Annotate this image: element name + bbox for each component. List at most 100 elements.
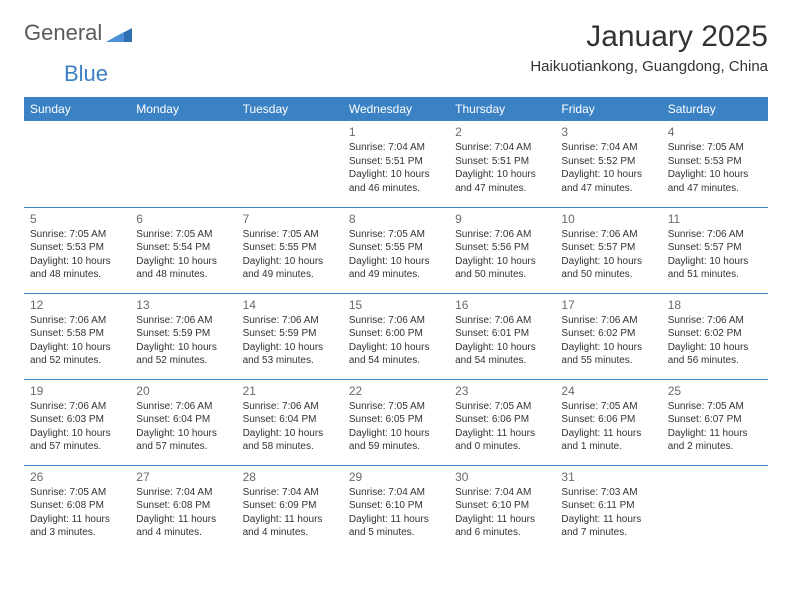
calendar-day-cell: 24Sunrise: 7:05 AMSunset: 6:06 PMDayligh… — [555, 379, 661, 465]
day-detail-text: Sunrise: 7:04 AMSunset: 6:09 PMDaylight:… — [243, 486, 337, 540]
calendar-day-cell: 29 Sunrise: 7:04 AMSunset: 6:10 PMDayligh… — [343, 465, 449, 551]
calendar-day-cell: 10Sunrise: 7:06 AMSunset: 5:57 PMDayligh… — [555, 207, 661, 293]
day-number: 18 — [668, 298, 762, 312]
day-detail-text: Sunrise: 7:06 AMSunset: 5:59 PMDaylight:… — [136, 314, 230, 368]
day-number: 11 — [668, 212, 762, 226]
calendar-day-cell: 31Sunrise: 7:03 AMSunset: 6:11 PMDayligh… — [555, 465, 661, 551]
day-detail-text: Sunrise: 7:04 AMSunset: 6:10 PMDaylight:… — [349, 486, 443, 540]
calendar-day-cell: 18 Sunrise: 7:06 AMSunset: 6:02 PMDayligh… — [662, 293, 768, 379]
calendar-day-cell: 27 Sunrise: 7:04 AMSunset: 6:08 PMDayligh… — [130, 465, 236, 551]
calendar-day-cell: 26Sunrise: 7:05 AMSunset: 6:08 PMDayligh… — [24, 465, 130, 551]
calendar-day-cell: 12Sunrise: 7:06 AMSunset: 5:58 PMDayligh… — [24, 293, 130, 379]
calendar-day-cell — [237, 121, 343, 207]
day-detail-text: Sunrise: 7:06 AMSunset: 6:02 PMDaylight:… — [668, 314, 762, 368]
day-number: 3 — [561, 125, 655, 139]
calendar-week-row: 26Sunrise: 7:05 AMSunset: 6:08 PMDayligh… — [24, 465, 768, 551]
day-number: 23 — [455, 384, 549, 398]
day-number: 14 — [243, 298, 337, 312]
day-detail-text: Sunrise: 7:04 AMSunset: 5:51 PMDaylight:… — [455, 141, 549, 195]
calendar-day-cell: 6 Sunrise: 7:05 AMSunset: 5:54 PMDaylight… — [130, 207, 236, 293]
day-number: 19 — [30, 384, 124, 398]
month-title: January 2025 — [530, 20, 768, 54]
day-detail-text: Sunrise: 7:04 AMSunset: 5:51 PMDaylight:… — [349, 141, 443, 195]
day-number: 6 — [136, 212, 230, 226]
calendar-week-row: 19 Sunrise: 7:06 AMSunset: 6:03 PMDayligh… — [24, 379, 768, 465]
day-header: Wednesday — [343, 97, 449, 121]
day-detail-text: Sunrise: 7:06 AMSunset: 6:04 PMDaylight:… — [136, 400, 230, 454]
day-detail-text: Sunrise: 7:04 AMSunset: 5:52 PMDaylight:… — [561, 141, 655, 195]
calendar-day-cell — [662, 465, 768, 551]
day-number: 20 — [136, 384, 230, 398]
day-number: 5 — [30, 212, 124, 226]
calendar-day-cell: 13Sunrise: 7:06 AMSunset: 5:59 PMDayligh… — [130, 293, 236, 379]
title-block: January 2025 Haikuotiankong, Guangdong, … — [530, 20, 768, 75]
day-number: 1 — [349, 125, 443, 139]
day-detail-text: Sunrise: 7:05 AMSunset: 6:06 PMDaylight:… — [455, 400, 549, 454]
calendar-day-cell: 19 Sunrise: 7:06 AMSunset: 6:03 PMDayligh… — [24, 379, 130, 465]
day-number: 15 — [349, 298, 443, 312]
day-header: Thursday — [449, 97, 555, 121]
calendar-day-cell: 5 Sunrise: 7:05 AMSunset: 5:53 PMDaylight… — [24, 207, 130, 293]
calendar-day-cell: 25Sunrise: 7:05 AMSunset: 6:07 PMDayligh… — [662, 379, 768, 465]
day-number: 2 — [455, 125, 549, 139]
calendar-day-cell: 1 Sunrise: 7:04 AMSunset: 5:51 PMDaylight… — [343, 121, 449, 207]
day-detail-text: Sunrise: 7:06 AMSunset: 6:02 PMDaylight:… — [561, 314, 655, 368]
day-number: 9 — [455, 212, 549, 226]
day-detail-text: Sunrise: 7:05 AMSunset: 6:06 PMDaylight:… — [561, 400, 655, 454]
calendar-day-cell: 9Sunrise: 7:06 AMSunset: 5:56 PMDaylight… — [449, 207, 555, 293]
day-detail-text: Sunrise: 7:06 AMSunset: 6:00 PMDaylight:… — [349, 314, 443, 368]
day-number: 10 — [561, 212, 655, 226]
day-number: 28 — [243, 470, 337, 484]
calendar-day-cell: 20 Sunrise: 7:06 AMSunset: 6:04 PMDayligh… — [130, 379, 236, 465]
day-number: 29 — [349, 470, 443, 484]
calendar-day-cell — [24, 121, 130, 207]
calendar-body: 1 Sunrise: 7:04 AMSunset: 5:51 PMDaylight… — [24, 121, 768, 551]
calendar-day-cell: 3 Sunrise: 7:04 AMSunset: 5:52 PMDaylight… — [555, 121, 661, 207]
day-detail-text: Sunrise: 7:05 AMSunset: 5:53 PMDaylight:… — [30, 228, 124, 282]
day-number: 4 — [668, 125, 762, 139]
day-header: Monday — [130, 97, 236, 121]
calendar-day-cell: 14Sunrise: 7:06 AMSunset: 5:59 PMDayligh… — [237, 293, 343, 379]
logo-triangle-icon — [106, 24, 132, 42]
day-header: Sunday — [24, 97, 130, 121]
calendar-day-cell: 2 Sunrise: 7:04 AMSunset: 5:51 PMDaylight… — [449, 121, 555, 207]
day-detail-text: Sunrise: 7:05 AMSunset: 5:55 PMDaylight:… — [349, 228, 443, 282]
day-number: 8 — [349, 212, 443, 226]
day-header: Friday — [555, 97, 661, 121]
calendar-day-cell: 28 Sunrise: 7:04 AMSunset: 6:09 PMDayligh… — [237, 465, 343, 551]
day-number: 21 — [243, 384, 337, 398]
day-detail-text: Sunrise: 7:05 AMSunset: 6:05 PMDaylight:… — [349, 400, 443, 454]
calendar-week-row: 12Sunrise: 7:06 AMSunset: 5:58 PMDayligh… — [24, 293, 768, 379]
day-number: 30 — [455, 470, 549, 484]
day-detail-text: Sunrise: 7:03 AMSunset: 6:11 PMDaylight:… — [561, 486, 655, 540]
calendar-day-cell: 7Sunrise: 7:05 AMSunset: 5:55 PMDaylight… — [237, 207, 343, 293]
calendar-head: Sunday Monday Tuesday Wednesday Thursday… — [24, 97, 768, 121]
calendar-page: General January 2025 Haikuotiankong, Gua… — [0, 0, 792, 571]
calendar-table: Sunday Monday Tuesday Wednesday Thursday… — [24, 97, 768, 551]
day-detail-text: Sunrise: 7:04 AMSunset: 6:10 PMDaylight:… — [455, 486, 549, 540]
day-detail-text: Sunrise: 7:05 AMSunset: 6:08 PMDaylight:… — [30, 486, 124, 540]
calendar-day-cell: 4 Sunrise: 7:05 AMSunset: 5:53 PMDaylight… — [662, 121, 768, 207]
calendar-day-cell: 11 Sunrise: 7:06 AMSunset: 5:57 PMDayligh… — [662, 207, 768, 293]
day-detail-text: Sunrise: 7:06 AMSunset: 6:03 PMDaylight:… — [30, 400, 124, 454]
calendar-day-cell: 16Sunrise: 7:06 AMSunset: 6:01 PMDayligh… — [449, 293, 555, 379]
logo-text-gray: General — [24, 20, 102, 46]
calendar-day-cell: 21Sunrise: 7:06 AMSunset: 6:04 PMDayligh… — [237, 379, 343, 465]
calendar-week-row: 1 Sunrise: 7:04 AMSunset: 5:51 PMDaylight… — [24, 121, 768, 207]
day-number: 7 — [243, 212, 337, 226]
day-number: 27 — [136, 470, 230, 484]
day-number: 22 — [349, 384, 443, 398]
calendar-week-row: 5 Sunrise: 7:05 AMSunset: 5:53 PMDaylight… — [24, 207, 768, 293]
calendar-day-cell: 8 Sunrise: 7:05 AMSunset: 5:55 PMDaylight… — [343, 207, 449, 293]
day-number: 12 — [30, 298, 124, 312]
day-detail-text: Sunrise: 7:06 AMSunset: 5:57 PMDaylight:… — [668, 228, 762, 282]
day-detail-text: Sunrise: 7:05 AMSunset: 6:07 PMDaylight:… — [668, 400, 762, 454]
day-detail-text: Sunrise: 7:05 AMSunset: 5:54 PMDaylight:… — [136, 228, 230, 282]
day-header-row: Sunday Monday Tuesday Wednesday Thursday… — [24, 97, 768, 121]
day-detail-text: Sunrise: 7:04 AMSunset: 6:08 PMDaylight:… — [136, 486, 230, 540]
calendar-day-cell — [130, 121, 236, 207]
day-detail-text: Sunrise: 7:06 AMSunset: 6:01 PMDaylight:… — [455, 314, 549, 368]
calendar-day-cell: 22 Sunrise: 7:05 AMSunset: 6:05 PMDayligh… — [343, 379, 449, 465]
location-label: Haikuotiankong, Guangdong, China — [530, 58, 768, 75]
day-detail-text: Sunrise: 7:05 AMSunset: 5:53 PMDaylight:… — [668, 141, 762, 195]
